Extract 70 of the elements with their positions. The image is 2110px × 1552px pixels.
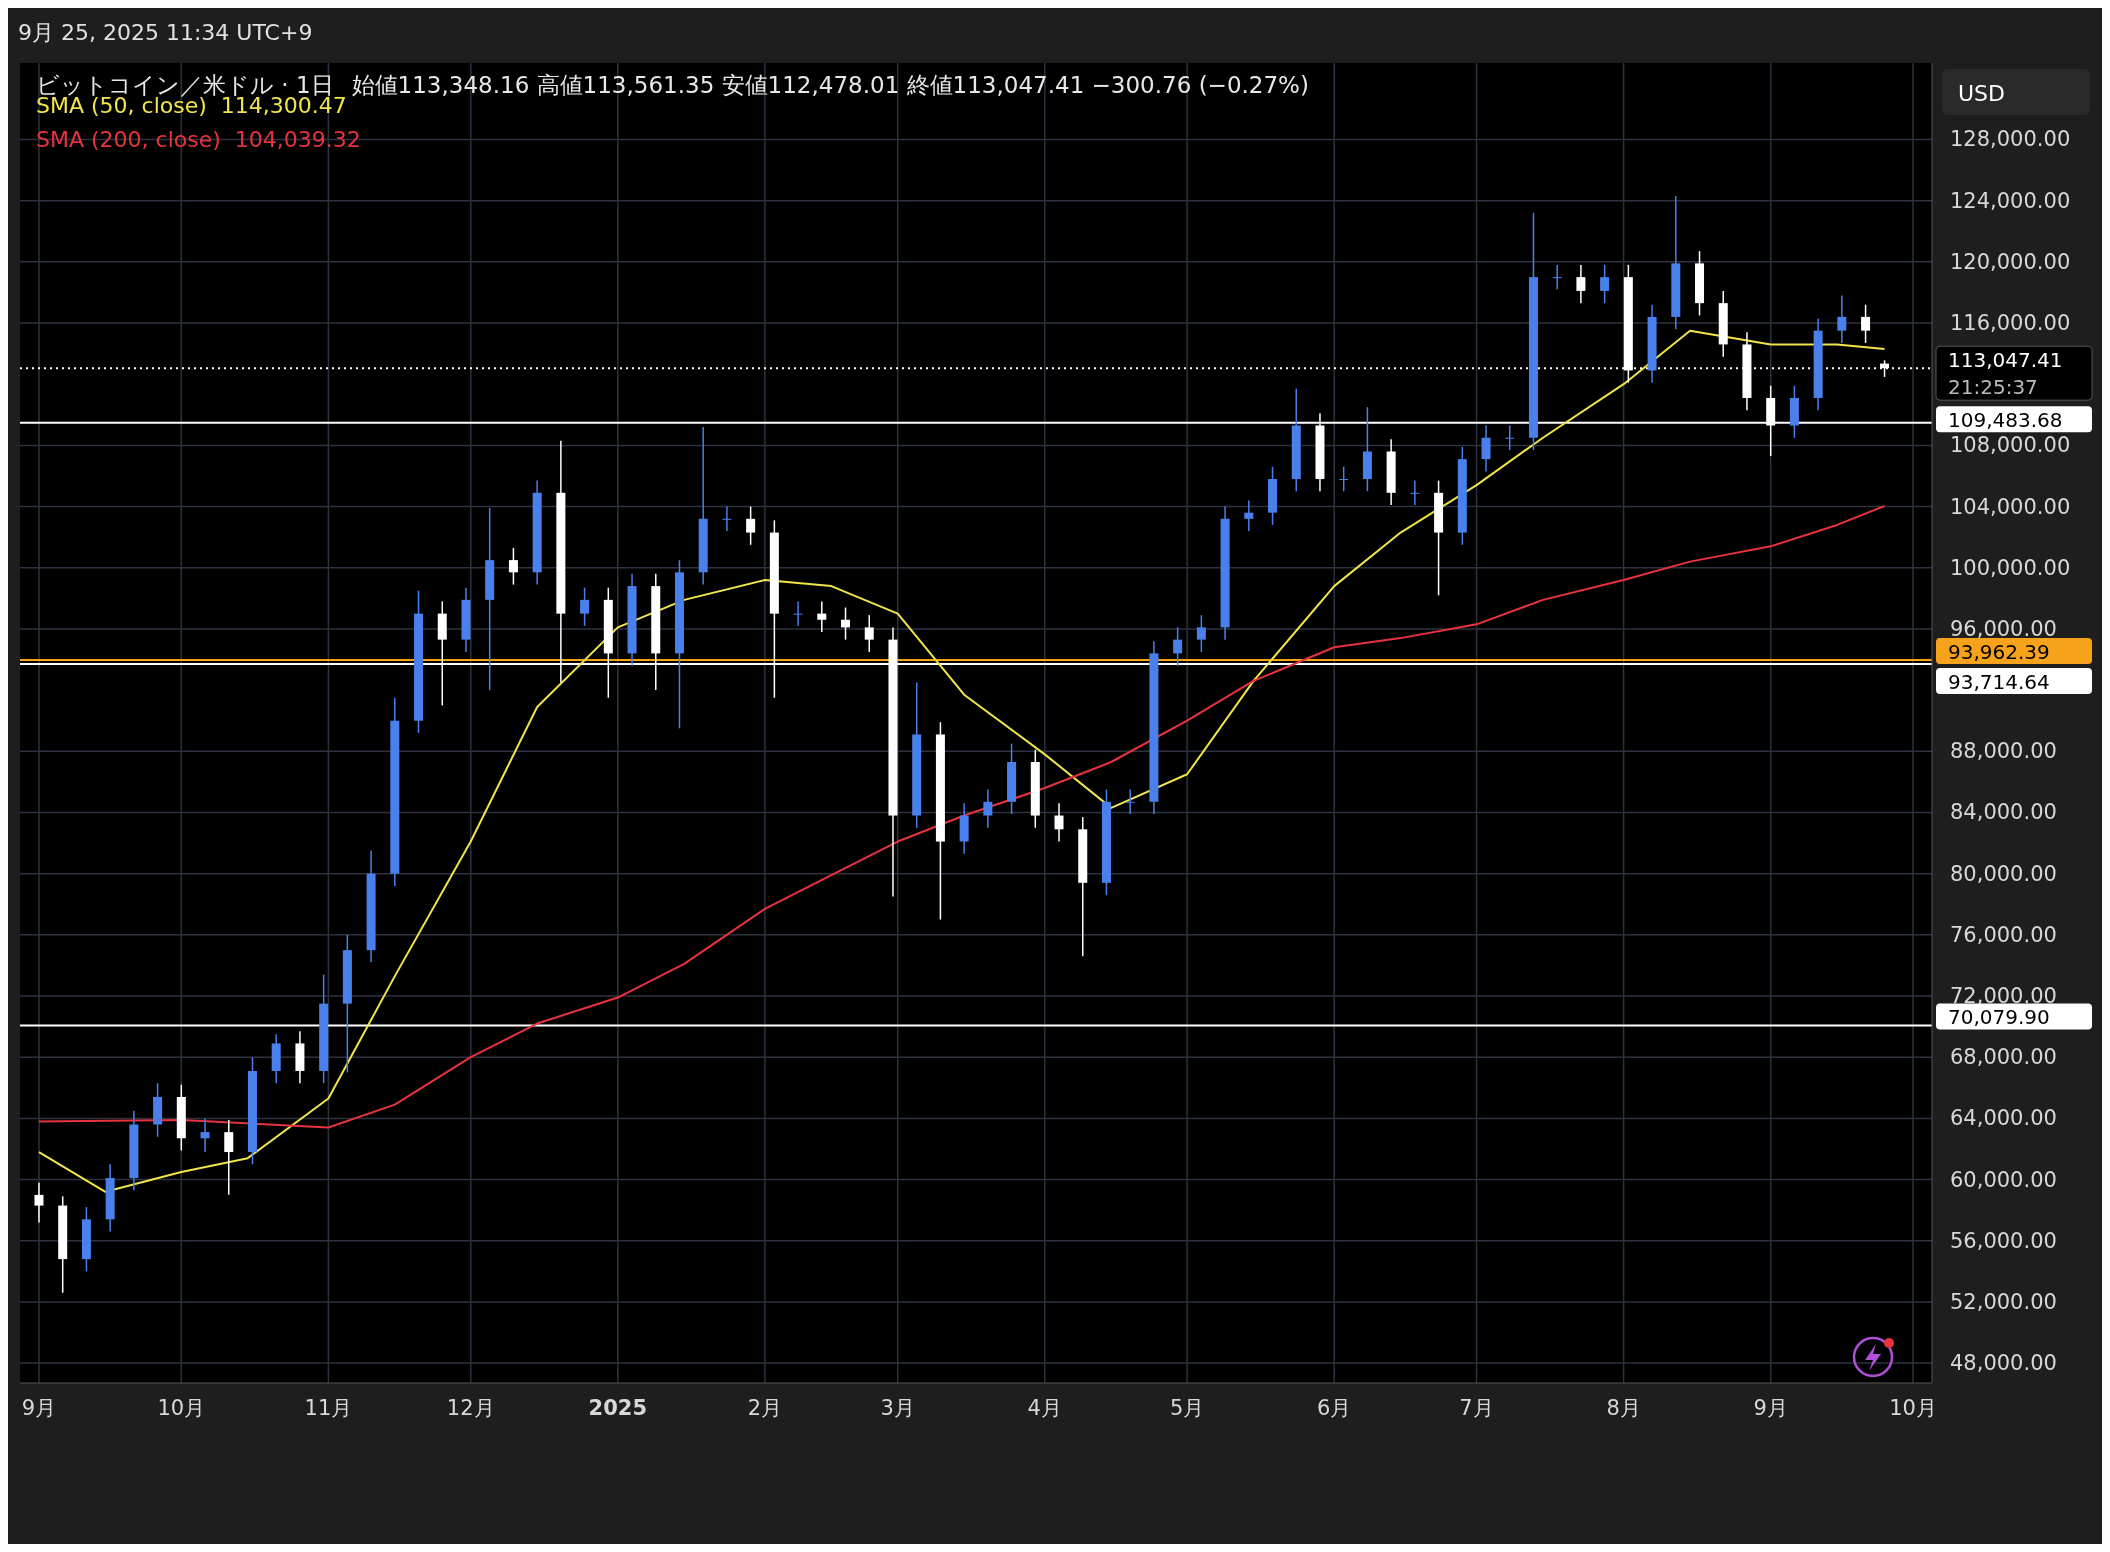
line-series (37, 504, 1886, 1129)
x-tick-label: 2025 (588, 1396, 648, 1420)
ref-line-label: 93,714.64 (1948, 670, 2050, 695)
candlestick (508, 547, 518, 586)
candlestick (1125, 788, 1135, 815)
text: 9月 25, 2025 11:34 UTC+9 (18, 20, 313, 45)
candlestick (1339, 466, 1349, 493)
candlestick (224, 1119, 234, 1196)
candlestick (817, 600, 827, 633)
y-tick-label: 100,000.00 (1950, 555, 2071, 580)
candlestick (1576, 264, 1586, 304)
x-tick-label: 2月 (747, 1396, 783, 1420)
y-tick-label: 60,000.00 (1950, 1167, 2057, 1192)
candlestick (1552, 264, 1562, 291)
y-axis-title: USD (1958, 81, 2006, 106)
y-tick-label: 76,000.00 (1950, 922, 2057, 947)
x-tick-label: 12月 (446, 1396, 495, 1420)
y-tick-label: 120,000.00 (1950, 249, 2071, 274)
text: 21:25:37 (1948, 375, 2038, 400)
candlestick (983, 788, 993, 829)
candlestick (793, 600, 803, 627)
y-tick-label: 108,000.00 (1950, 433, 2071, 458)
candlestick (200, 1117, 210, 1153)
y-tick-label: 48,000.00 (1950, 1351, 2057, 1376)
candlestick (1505, 424, 1515, 451)
y-tick-label: 68,000.00 (1950, 1045, 2057, 1070)
x-tick-label: 9月 (21, 1396, 57, 1420)
x-tick-label: 7月 (1459, 1396, 1494, 1420)
candlestick (580, 586, 590, 627)
candlestick (1481, 424, 1491, 473)
candlestick (1600, 264, 1610, 304)
candlestick (1837, 294, 1847, 344)
candlestick (841, 606, 851, 641)
ref-line-label: 93,962.39 (1948, 640, 2050, 665)
candlestick (1196, 614, 1206, 653)
candlestick (1410, 479, 1420, 506)
candlestick (1054, 802, 1064, 843)
candlestick (722, 505, 732, 532)
x-tick-label: 5月 (1169, 1396, 1205, 1420)
x-tick-label: 6月 (1317, 1396, 1352, 1420)
annotation: 104,039.32 (234, 127, 361, 152)
x-tick-label: 10月 (157, 1396, 206, 1420)
ref-line-label: 109,483.68 (1948, 408, 2063, 433)
chart-subtitle: 始値113,348.16 高値113,561.35 安値112,478.01 終値113,047.41 −300.76 (−0.27%) (351, 72, 1309, 98)
ref-line-label: 113,047.41 (1948, 348, 2063, 373)
x-tick-label: 11月 (304, 1396, 353, 1420)
y-tick-label: 80,000.00 (1950, 861, 2057, 886)
candlestick (1861, 303, 1871, 344)
y-tick-label: 56,000.00 (1950, 1228, 2057, 1253)
candlestick (1244, 499, 1254, 532)
x-tick-label: 8月 (1606, 1396, 1641, 1420)
y-tick-label: 124,000.00 (1950, 188, 2071, 213)
y-tick-label: 52,000.00 (1950, 1289, 2057, 1314)
y-tick-label: 96,000.00 (1950, 616, 2057, 641)
y-tick-label: 88,000.00 (1950, 739, 2057, 764)
y-tick-label: 84,000.00 (1950, 800, 2057, 825)
text: SMA (200, close) (36, 127, 221, 152)
candlestick (864, 614, 874, 653)
line-series (37, 329, 1886, 1193)
x-tick-label: 9月 (1753, 1396, 1788, 1420)
candlestick (746, 505, 756, 546)
candlestick (34, 1181, 44, 1224)
candlestick (1173, 626, 1183, 667)
x-tick-label: 10月 (1889, 1396, 1937, 1420)
y-tick-label: 104,000.00 (1950, 494, 2071, 519)
y-tick-label: 116,000.00 (1950, 311, 2071, 336)
y-tick-label: 128,000.00 (1950, 127, 2071, 152)
x-tick-label: 4月 (1027, 1396, 1062, 1420)
y-tick-label: 64,000.00 (1950, 1106, 2057, 1131)
x-tick-label: 3月 (880, 1396, 915, 1420)
